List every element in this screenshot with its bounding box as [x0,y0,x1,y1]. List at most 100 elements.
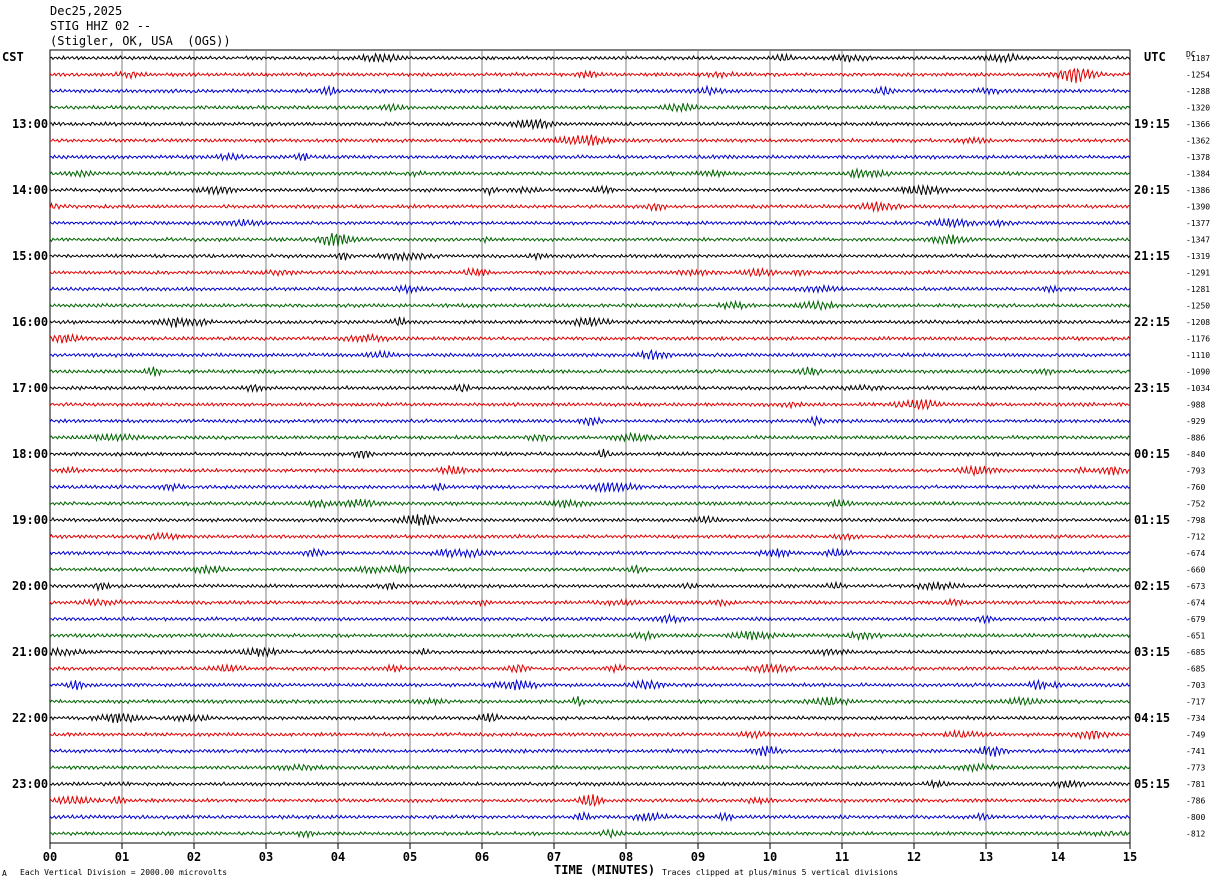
dc-offset-label: -1319 [1186,252,1210,261]
utc-hour-label: 20:15 [1134,183,1170,197]
seismic-trace [49,316,1131,329]
x-tick-label: 10 [763,850,777,864]
seismic-trace [49,828,1131,840]
dc-offset-label: -1320 [1186,104,1210,113]
dc-offset-label: -1390 [1186,203,1210,212]
dc-offset-label: -1034 [1186,384,1210,393]
utc-hour-label: 03:15 [1134,645,1170,659]
utc-timezone-label: UTC [1144,50,1166,64]
seismic-trace [49,464,1131,478]
station-code: STIG HHZ 02 -- [50,19,152,33]
x-tick-label: 05 [403,850,417,864]
utc-hour-label: 22:15 [1134,315,1170,329]
x-tick-label: 07 [547,850,561,864]
dc-offset-label: -781 [1186,780,1205,789]
dc-offset-label: -679 [1186,615,1205,624]
utc-hour-label: 04:15 [1134,711,1170,725]
seismic-trace [49,547,1131,559]
clip-note: Traces clipped at plus/minus 5 vertical … [662,868,899,877]
plot-date: Dec25,2025 [50,4,123,18]
dc-offset-label: -1187 [1186,54,1210,63]
local-hour-label: 19:00 [12,513,48,527]
seismic-trace [49,563,1131,575]
seismic-trace [49,299,1131,312]
dc-offset-label: -800 [1186,813,1205,822]
seismic-trace [49,481,1131,494]
dc-offset-label: -1250 [1186,302,1210,311]
seismic-trace [49,678,1131,691]
dc-offset-label: -752 [1186,500,1205,509]
seismic-trace [49,580,1131,592]
dc-offset-label: -798 [1186,516,1205,525]
seismic-trace [49,102,1131,114]
dc-offset-label: -1362 [1186,137,1210,146]
seismic-trace [49,151,1131,162]
x-tick-label: 15 [1123,850,1137,864]
seismic-trace [49,232,1131,247]
dc-offset-label: -786 [1186,797,1205,806]
local-hour-label: 15:00 [12,249,48,263]
x-tick-label: 14 [1051,850,1065,864]
seismic-trace [49,415,1131,427]
seismic-trace [49,712,1131,724]
dc-offset-label: -1288 [1186,87,1210,96]
x-tick-label: 02 [187,850,201,864]
dc-offset-label: -660 [1186,566,1205,575]
corner-mark: A [2,869,7,878]
local-hour-label: 21:00 [12,645,48,659]
seismic-trace [49,167,1131,180]
x-tick-label: 08 [619,850,633,864]
x-tick-label: 13 [979,850,993,864]
dc-offset-label: -886 [1186,434,1205,443]
x-tick-label: 09 [691,850,705,864]
local-timezone-label: CST [2,50,24,64]
dc-offset-label: -840 [1186,450,1205,459]
seismic-trace [49,200,1131,213]
dc-offset-label: -717 [1186,698,1205,707]
seismic-trace [49,695,1131,707]
dc-offset-label: -1176 [1186,335,1210,344]
dc-offset-label: -703 [1186,681,1205,690]
local-hour-label: 22:00 [12,711,48,725]
local-hour-label: 20:00 [12,579,48,593]
x-tick-label: 06 [475,850,489,864]
seismic-trace [49,348,1131,361]
seismic-trace [49,283,1131,296]
dc-offset-header: DC [1186,50,1196,59]
dc-offset-label: -773 [1186,764,1205,773]
dc-offset-label: -1377 [1186,219,1210,228]
plot-frame [49,49,1131,844]
local-hour-label: 14:00 [12,183,48,197]
x-tick-label: 12 [907,850,921,864]
utc-hour-label: 00:15 [1134,447,1170,461]
seismic-trace [49,778,1131,790]
seismic-trace [49,366,1131,377]
seismic-trace [49,67,1131,84]
seismic-trace [49,745,1131,757]
seismic-trace [49,134,1131,146]
utc-hour-label: 19:15 [1134,117,1170,131]
seismic-trace [49,762,1131,774]
dc-offset-label: -712 [1186,533,1205,542]
seismic-trace [49,251,1131,262]
dc-offset-label: -1110 [1186,351,1210,360]
x-tick-label: 03 [259,850,273,864]
seismic-trace [49,612,1131,625]
seismic-trace [49,514,1131,526]
dc-offset-label: -988 [1186,401,1205,410]
seismic-trace [49,398,1131,411]
utc-hour-label: 05:15 [1134,777,1170,791]
dc-offset-label: -1378 [1186,153,1210,162]
dc-offset-label: -1208 [1186,318,1210,327]
local-hour-label: 17:00 [12,381,48,395]
dc-offset-label: -734 [1186,714,1205,723]
x-tick-label: 01 [115,850,129,864]
station-location: (Stigler, OK, USA (OGS)) [50,34,231,48]
dc-offset-label: -929 [1186,417,1205,426]
seismic-trace [49,266,1131,278]
x-axis-title: TIME (MINUTES) [554,863,656,877]
seismic-trace [49,662,1131,675]
seismic-trace [49,646,1131,658]
seismic-trace [49,531,1131,542]
